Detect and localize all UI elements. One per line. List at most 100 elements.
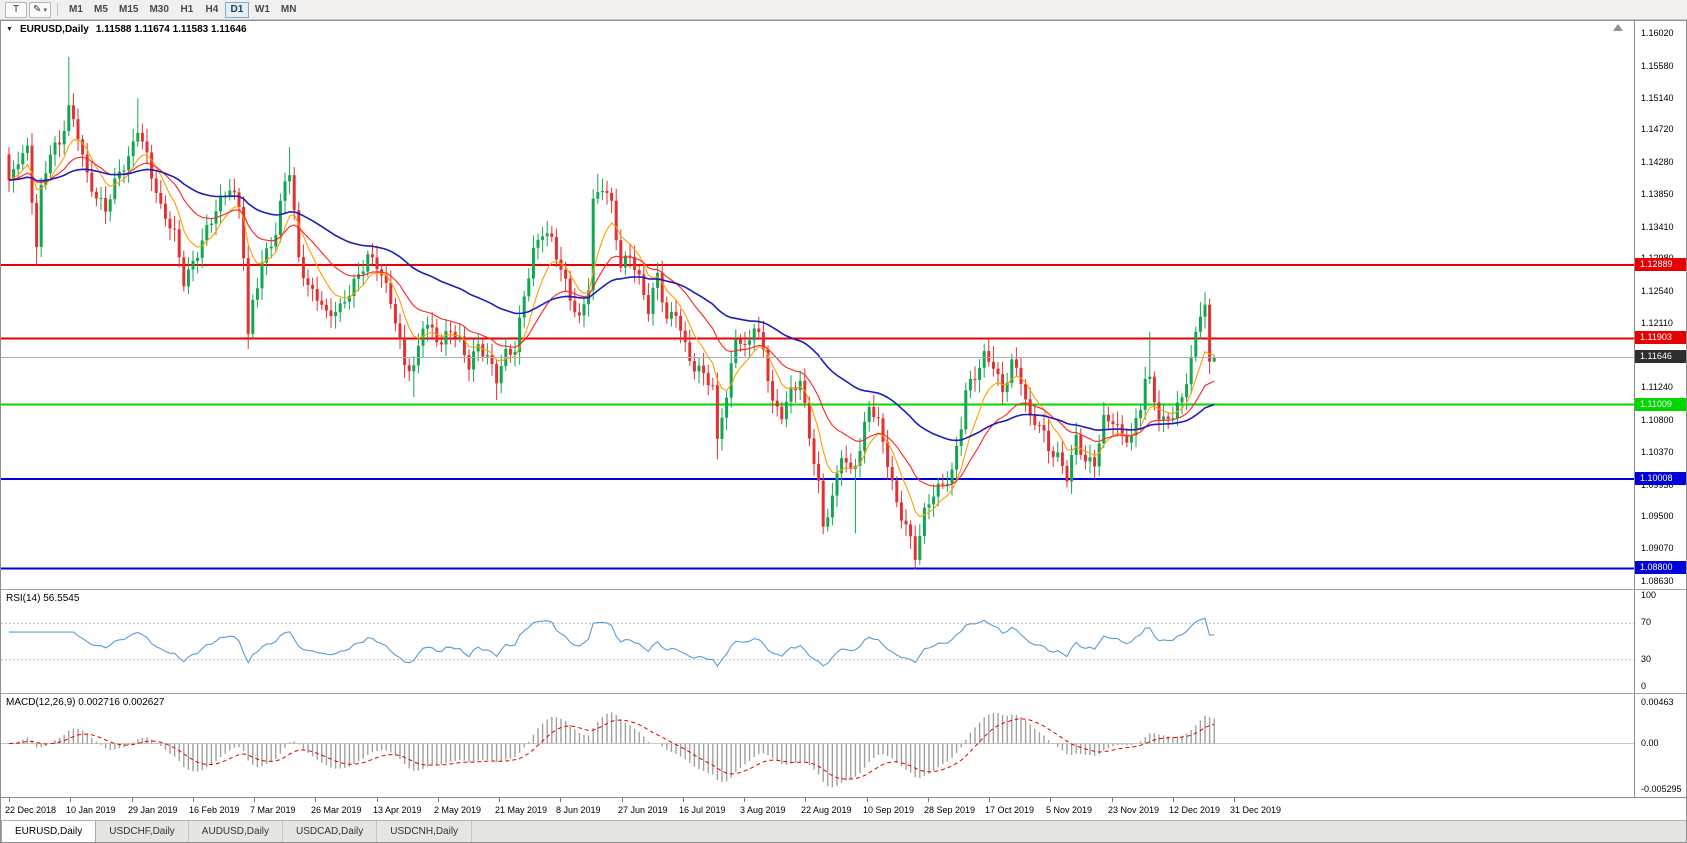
rsi-tick-label: 100 [1641,590,1657,600]
date-tick [499,798,500,802]
date-tick-label: 17 Oct 2019 [985,805,1035,815]
price-level-tag: 1.11903 [1635,331,1686,344]
timeframe-button-m15[interactable]: M15 [114,2,143,18]
price-chart-panel[interactable]: ▼ EURUSD,Daily 1.11588 1.11674 1.11583 1… [1,21,1686,589]
date-tick-label: 16 Jul 2019 [679,805,726,815]
chart-title: ▼ EURUSD,Daily 1.11588 1.11674 1.11583 1… [6,24,247,35]
ma-line-fast-ma [8,139,1215,518]
text-tool-button[interactable]: T [5,1,27,18]
macd-tick-label: 0.00 [1641,738,1659,748]
chart-shift-marker[interactable] [1613,24,1623,31]
horizontal-level-lines [1,264,1634,570]
date-tick [683,798,684,802]
text-tool-label: T [12,4,20,15]
pencil-icon: ✎ [33,4,42,15]
macd-tick-label: 0.00463 [1641,697,1674,707]
macd-signal-line [8,718,1215,780]
ma-line-mid-ma [8,156,1215,487]
rsi-indicator-panel[interactable]: RSI(14) 56.5545 100 70 30 0 [1,589,1686,693]
price-level-tag: 1.11646 [1635,350,1686,363]
tab-eurusd-daily[interactable]: EURUSD,Daily [1,821,97,842]
date-tick [377,798,378,802]
price-tick-label: 1.15580 [1641,61,1674,71]
chart-symbol-label: EURUSD,Daily [19,24,89,35]
price-tick-label: 1.15140 [1641,93,1674,103]
timeframe-button-m5[interactable]: M5 [89,2,113,18]
macd-histogram [12,712,1215,788]
rsi-chart-svg[interactable] [1,591,1634,693]
date-tick [438,798,439,802]
price-tick-label: 1.13410 [1641,222,1674,232]
date-tick [132,798,133,802]
date-tick-label: 27 Jun 2019 [618,805,668,815]
price-tick-label: 1.08630 [1641,576,1674,586]
price-tick-label: 1.12110 [1641,318,1673,328]
price-level-tag: 1.11009 [1635,398,1686,411]
date-tick-label: 22 Aug 2019 [801,805,852,815]
rsi-line [9,617,1215,668]
tab-usdchf-daily[interactable]: USDCHF,Daily [96,821,189,842]
price-tick-label: 1.10800 [1641,415,1674,425]
tab-usdcnh-daily[interactable]: USDCNH,Daily [377,821,473,842]
date-tick [989,798,990,802]
macd-tick-label: -0.005295 [1641,784,1682,794]
collapse-chart-icon[interactable]: ▼ [6,26,13,33]
draw-tool-button[interactable]: ✎ ▾ [29,1,51,18]
tab-audusd-daily[interactable]: AUDUSD,Daily [188,821,284,842]
date-axis[interactable]: 22 Dec 2018 10 Jan 2019 29 Jan 2019 16 Feb … [1,797,1686,820]
date-tick [622,798,623,802]
timeframe-button-d1[interactable]: D1 [224,1,249,18]
date-tick-label: 23 Nov 2019 [1108,805,1160,815]
price-tick-label: 1.16020 [1641,28,1674,38]
price-axis[interactable]: 1.16020 1.15580 1.15140 1.14720 1.14280 1.138… [1634,21,1686,589]
date-tick-label: 16 Feb 2019 [189,805,240,815]
price-tick-label: 1.10370 [1641,447,1674,457]
price-level-tag: 1.08800 [1635,561,1686,574]
timeframe-button-m1[interactable]: M1 [64,2,88,18]
date-tick [1173,798,1174,802]
timeframe-toolbar: T ✎ ▾ M1 M5 M15 M30 H1 H4 D1 W1 MN [0,0,1687,20]
date-tick-label: 8 Jun 2019 [556,805,601,815]
macd-indicator-panel[interactable]: MACD(12,26,9) 0.002716 0.002627 0.00463 0… [1,693,1686,797]
price-tick-label: 1.13850 [1641,189,1674,199]
date-tick-label: 3 Aug 2019 [740,805,786,815]
date-tick [867,798,868,802]
price-level-tag: 1.12889 [1635,258,1686,271]
date-tick [805,798,806,802]
price-tick-label: 1.14280 [1641,157,1674,167]
date-tick-label: 13 Apr 2019 [373,805,422,815]
date-tick [193,798,194,802]
rsi-tick-label: 70 [1641,617,1652,627]
tab-usdcad-daily[interactable]: USDCAD,Daily [283,821,378,842]
timeframe-button-mn[interactable]: MN [276,2,302,18]
date-tick [70,798,71,802]
price-chart-svg[interactable] [1,21,1634,589]
date-tick-label: 29 Jan 2019 [128,805,178,815]
timeframe-button-group: M1 M5 M15 M30 H1 H4 D1 W1 MN [64,1,302,18]
macd-chart-svg[interactable] [1,695,1634,797]
macd-indicator-label: MACD(12,26,9) 0.002716 0.002627 [6,697,165,708]
timeframe-button-h4[interactable]: H4 [200,2,224,18]
rsi-indicator-label: RSI(14) 56.5545 [6,593,80,604]
date-tick-label: 26 Mar 2019 [311,805,362,815]
macd-axis[interactable]: 0.00463 0.00 -0.005295 [1634,694,1686,797]
date-tick [254,798,255,802]
date-tick-label: 10 Sep 2019 [863,805,915,815]
chart-tab-bar: EURUSD,Daily USDCHF,Daily AUDUSD,Daily USDC… [1,820,1686,842]
date-tick [1050,798,1051,802]
date-tick-label: 28 Sep 2019 [924,805,976,815]
date-tick-label: 21 May 2019 [495,805,548,815]
date-tick-label: 5 Nov 2019 [1046,805,1093,815]
date-tick [560,798,561,802]
ma-line-slow-ma [8,168,1215,442]
price-tick-label: 1.11240 [1641,382,1673,392]
rsi-axis[interactable]: 100 70 30 0 [1634,590,1686,693]
date-tick [1112,798,1113,802]
timeframe-button-h1[interactable]: H1 [175,2,199,18]
timeframe-button-m30[interactable]: M30 [144,2,173,18]
date-tick-label: 7 Mar 2019 [250,805,296,815]
date-tick [315,798,316,802]
timeframe-button-w1[interactable]: W1 [250,2,275,18]
chart-ohlc-values: 1.11588 1.11674 1.11583 1.11646 [95,24,247,35]
